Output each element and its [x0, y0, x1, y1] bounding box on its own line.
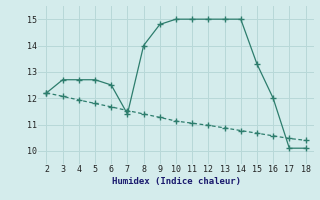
X-axis label: Humidex (Indice chaleur): Humidex (Indice chaleur) — [111, 177, 241, 186]
